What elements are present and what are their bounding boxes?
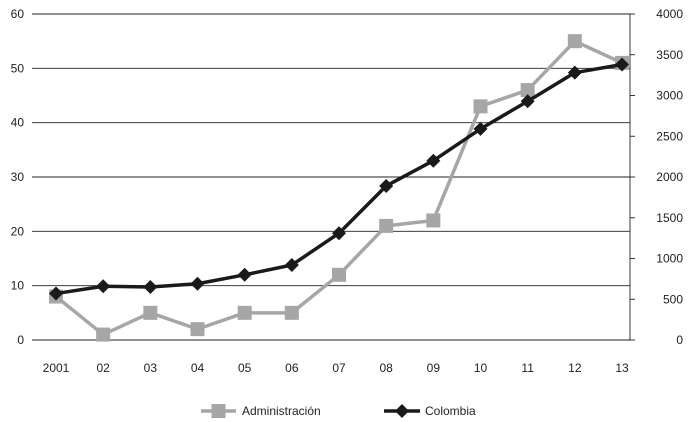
data-point (615, 57, 629, 72)
y2-tick-label: 3000 (656, 89, 683, 103)
x-tick-label: 02 (96, 361, 110, 375)
y2-tick-label: 500 (663, 292, 683, 306)
axes: 0 10 20 30 40 50 60 0 500 1000 1500 2000 2500 3000 350… (11, 7, 684, 375)
data-point (395, 404, 409, 418)
x-tick-label: 06 (285, 361, 299, 375)
y-tick-label: 60 (11, 7, 25, 21)
legend-item: Colombia (384, 404, 476, 418)
data-point (211, 404, 226, 418)
data-point (284, 305, 299, 320)
x-tick-label: 08 (379, 361, 393, 375)
data-point (96, 327, 111, 342)
y2-tick-label: 0 (676, 333, 683, 347)
x-tick-label: 11 (521, 361, 534, 375)
gridlines (32, 13, 630, 341)
data-point (190, 322, 205, 337)
series-lines (49, 34, 629, 342)
data-point (143, 305, 158, 320)
data-point (332, 267, 346, 282)
data-point (143, 280, 158, 295)
y-tick-label: 40 (11, 116, 25, 130)
x-tick-label: 2001 (43, 361, 70, 375)
legend-label: Colombia (425, 404, 476, 418)
data-point (473, 121, 488, 136)
data-point (96, 279, 111, 294)
y-tick-label: 0 (17, 333, 24, 347)
series-colombia (49, 57, 629, 301)
data-point (49, 286, 63, 301)
y2-tick-label: 2500 (656, 129, 683, 143)
data-point (190, 276, 205, 291)
series-line (54, 39, 623, 337)
data-point (567, 34, 582, 49)
x-tick-label: 04 (191, 361, 205, 375)
series-line (55, 62, 623, 296)
y2-tick-label: 1500 (656, 211, 683, 225)
data-point (426, 213, 441, 228)
data-point (237, 267, 252, 282)
data-point (379, 178, 394, 193)
legend-label: Administración (242, 404, 321, 418)
x-tick-label: 09 (427, 361, 441, 375)
data-point (567, 65, 582, 80)
data-point (473, 99, 488, 114)
data-point (332, 226, 346, 241)
data-point (237, 305, 252, 320)
data-point (284, 258, 299, 273)
y-tick-label: 50 (11, 61, 25, 75)
data-point (520, 83, 535, 98)
y2-tick-label: 1000 (656, 252, 683, 266)
y2-tick-label: 4000 (656, 7, 683, 21)
x-tick-label: 13 (615, 361, 629, 375)
legend-item: Administración (201, 404, 321, 418)
x-tick-label: 12 (568, 361, 582, 375)
y2-tick-label: 2000 (656, 170, 683, 184)
x-tick-label: 10 (474, 361, 488, 375)
legend: Administración Colombia (201, 404, 476, 418)
data-point (520, 94, 535, 109)
series-administracion (49, 34, 629, 342)
y-tick-label: 20 (11, 224, 25, 238)
data-point (379, 218, 394, 233)
x-tick-label: 05 (238, 361, 252, 375)
y-tick-label: 30 (11, 170, 25, 184)
y2-tick-label: 3500 (656, 48, 683, 62)
data-point (426, 153, 441, 168)
x-tick-label: 07 (332, 361, 346, 375)
y-tick-label: 10 (11, 279, 25, 293)
x-tick-label: 03 (144, 361, 158, 375)
